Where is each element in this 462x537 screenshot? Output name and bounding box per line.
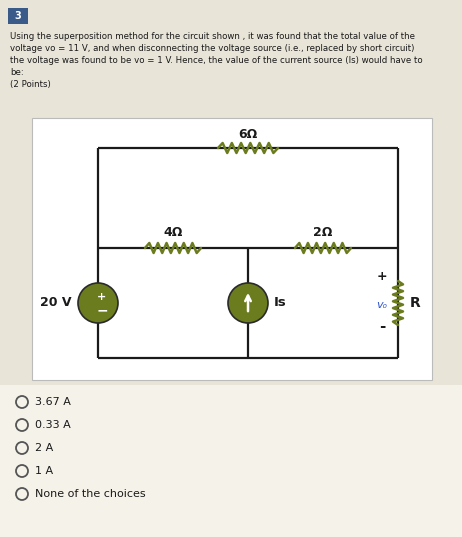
Text: Is: Is bbox=[274, 296, 287, 309]
Text: 4Ω: 4Ω bbox=[163, 226, 182, 238]
Circle shape bbox=[78, 283, 118, 323]
Text: None of the choices: None of the choices bbox=[35, 489, 146, 499]
Text: 2Ω: 2Ω bbox=[313, 226, 333, 238]
FancyBboxPatch shape bbox=[8, 8, 28, 24]
Text: the voltage was found to be vo = 1 V. Hence, the value of the current source (Is: the voltage was found to be vo = 1 V. He… bbox=[10, 56, 423, 65]
Circle shape bbox=[228, 283, 268, 323]
Text: 1 A: 1 A bbox=[35, 466, 53, 476]
Text: 0.33 A: 0.33 A bbox=[35, 420, 71, 430]
Text: vₒ: vₒ bbox=[377, 300, 388, 310]
Text: 20 V: 20 V bbox=[41, 296, 72, 309]
Text: 3: 3 bbox=[15, 11, 21, 21]
Text: R: R bbox=[410, 296, 421, 310]
Text: voltage vo = 11 V, and when disconnecting the voltage source (i.e., replaced by : voltage vo = 11 V, and when disconnectin… bbox=[10, 44, 414, 53]
Bar bbox=[0, 385, 462, 537]
Bar bbox=[32, 118, 432, 380]
Text: −: − bbox=[96, 303, 108, 317]
Text: Using the superposition method for the circuit shown , it was found that the tot: Using the superposition method for the c… bbox=[10, 32, 415, 41]
Text: +: + bbox=[377, 271, 387, 284]
Text: (2 Points): (2 Points) bbox=[10, 80, 51, 89]
Text: 2 A: 2 A bbox=[35, 443, 53, 453]
Text: 3.67 A: 3.67 A bbox=[35, 397, 71, 407]
Text: 6Ω: 6Ω bbox=[238, 127, 258, 141]
Text: be:: be: bbox=[10, 68, 24, 77]
Text: -: - bbox=[379, 320, 385, 335]
Text: +: + bbox=[97, 292, 107, 302]
